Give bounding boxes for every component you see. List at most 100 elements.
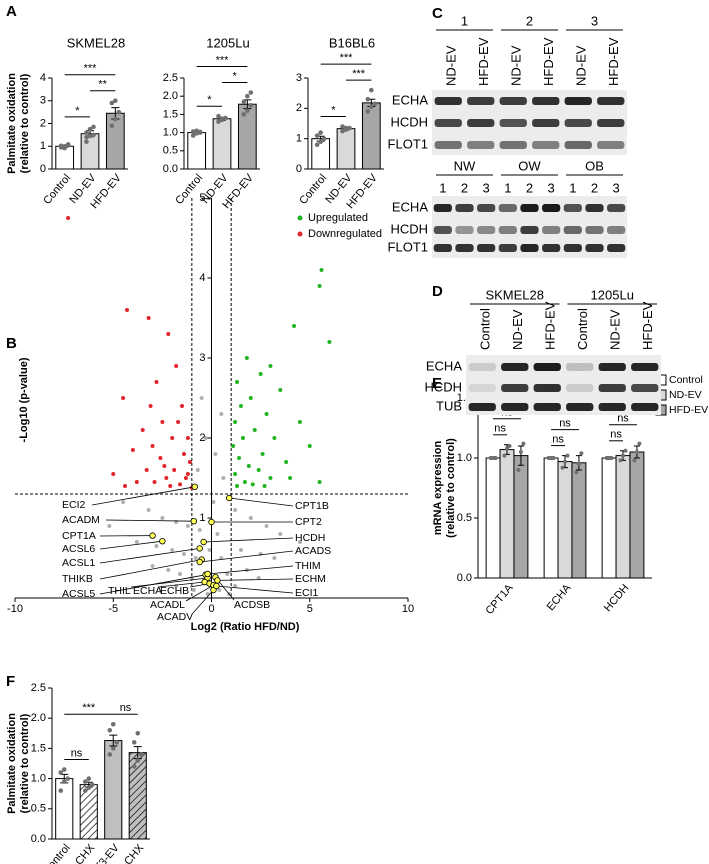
y-tick-label: 0.0 xyxy=(31,833,46,845)
blot-band xyxy=(433,204,452,212)
data-point xyxy=(86,776,92,781)
y-tick-label: 0 xyxy=(296,163,302,175)
legend-marker xyxy=(297,231,303,237)
x-tick-label: -5 xyxy=(108,603,118,615)
y-tick-label: 2 xyxy=(296,102,302,114)
significance-label: *** xyxy=(84,63,98,75)
lane-label: 2 xyxy=(461,180,468,195)
blot-band xyxy=(542,244,561,252)
blot-band xyxy=(501,403,529,411)
data-point xyxy=(565,453,570,458)
data-point xyxy=(505,446,509,451)
blot-band xyxy=(631,363,659,371)
y-tick-label: 5 xyxy=(199,192,205,204)
data-point xyxy=(637,441,642,446)
data-point xyxy=(58,788,64,793)
lane-label: Control xyxy=(478,308,493,350)
data-point xyxy=(240,436,245,440)
data-point xyxy=(121,500,126,504)
data-point xyxy=(58,770,64,775)
blot-band xyxy=(597,141,625,149)
data-point xyxy=(91,132,96,138)
data-point xyxy=(237,456,242,460)
point-label: ACDSB xyxy=(234,599,270,611)
data-point xyxy=(618,458,623,463)
bar xyxy=(212,118,232,170)
highlighted-point xyxy=(208,518,215,526)
highlighted-point xyxy=(196,558,203,566)
data-point xyxy=(632,458,637,463)
data-point xyxy=(609,456,614,460)
group-label: 3 xyxy=(591,13,598,28)
label-leader xyxy=(207,565,294,575)
data-point xyxy=(107,727,113,733)
row-label: HCDH xyxy=(424,379,462,394)
data-point xyxy=(154,544,159,548)
label-leader xyxy=(105,519,194,522)
data-point xyxy=(89,782,95,787)
blot-band xyxy=(455,226,474,234)
blot-band xyxy=(563,226,582,234)
data-point xyxy=(365,96,371,102)
blot-band xyxy=(467,141,495,149)
label-leader xyxy=(203,537,294,543)
data-point xyxy=(87,133,93,139)
label-leader xyxy=(91,486,195,506)
data-point xyxy=(123,484,128,488)
label-leader xyxy=(192,589,214,614)
blot-band xyxy=(532,141,560,149)
data-point xyxy=(134,540,139,544)
error-bar xyxy=(517,445,524,466)
data-point xyxy=(493,456,498,460)
significance-label: ns xyxy=(71,747,83,759)
blot-band xyxy=(533,363,561,371)
data-point xyxy=(219,116,225,122)
data-point xyxy=(521,441,526,446)
group-label: OB xyxy=(585,158,604,173)
y-tick-label: 3 xyxy=(199,352,205,364)
panel-label: D xyxy=(432,283,443,300)
point-label: CPT2 xyxy=(295,516,322,528)
data-point xyxy=(278,388,283,392)
x-axis-title: Log2 (Ratio HFD/ND) xyxy=(191,621,300,633)
label-leader xyxy=(216,585,294,594)
data-point xyxy=(197,129,203,135)
blot-band xyxy=(455,204,474,212)
data-point xyxy=(262,484,267,488)
blot-band xyxy=(434,141,462,149)
x-tick-label: -10 xyxy=(7,603,23,615)
data-point xyxy=(86,785,92,790)
blot-background xyxy=(432,90,627,155)
data-point xyxy=(121,396,126,400)
data-point xyxy=(314,142,320,148)
y-tick-label: 2.5 xyxy=(31,682,46,694)
blot-band xyxy=(563,244,582,252)
data-point xyxy=(178,572,183,576)
blot-band xyxy=(520,226,539,234)
highlighted-point xyxy=(196,545,203,552)
significance-label: *** xyxy=(216,54,230,66)
data-point xyxy=(215,532,220,536)
data-point xyxy=(507,444,512,448)
data-point xyxy=(317,480,322,484)
lane-label: HFD-EV xyxy=(476,37,491,86)
data-point xyxy=(140,428,145,432)
y-tick-label: 1 xyxy=(199,512,205,524)
label-leader xyxy=(229,497,294,507)
data-point xyxy=(327,340,332,344)
data-point xyxy=(343,125,349,131)
significance-label: * xyxy=(207,94,212,106)
y-tick-label: 1 xyxy=(40,140,46,152)
data-point xyxy=(245,93,250,99)
point-label: THIKB xyxy=(62,573,93,585)
y-tick-label: 0.5 xyxy=(163,145,178,157)
data-point xyxy=(110,746,116,751)
row-label: TUB xyxy=(436,398,462,413)
data-point xyxy=(238,404,243,408)
data-point xyxy=(241,112,247,117)
y-tick-label: 1 xyxy=(296,133,302,145)
significance-label: ns xyxy=(610,429,622,441)
y-tick-label: 1.0 xyxy=(31,773,46,785)
data-point xyxy=(82,788,88,793)
data-point xyxy=(260,452,265,456)
